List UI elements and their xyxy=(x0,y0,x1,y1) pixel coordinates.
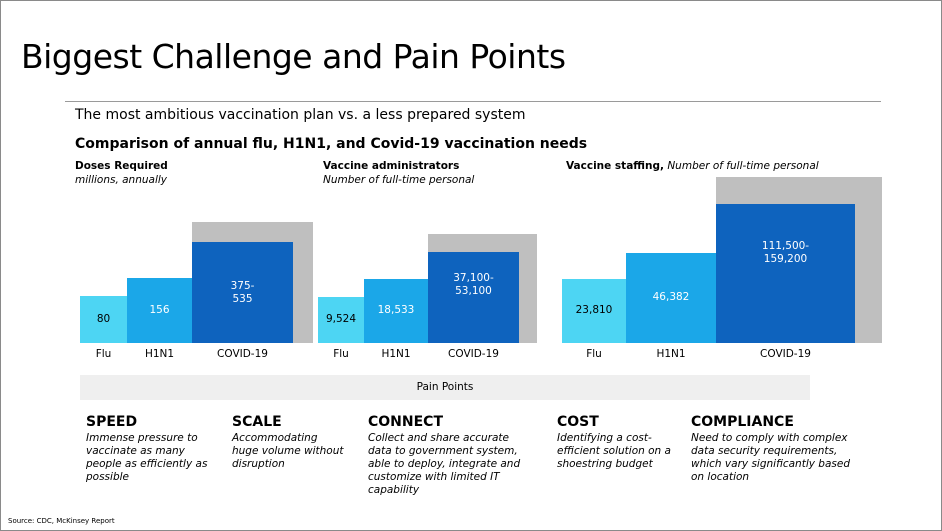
square-covid-19: 375- 535 xyxy=(192,242,293,343)
chart-title: Vaccine staffing, xyxy=(566,160,664,172)
pain-point-speed: SPEED Immense pressure to vaccinate as m… xyxy=(86,414,221,484)
data-label: 375- 535 xyxy=(230,280,255,305)
data-label: 46,382 xyxy=(652,291,690,303)
pain-point-description: Accommodating huge volume without disrup… xyxy=(232,432,344,470)
data-label: 23,810 xyxy=(575,304,613,316)
category-label: COVID-19 xyxy=(760,348,811,360)
square-h1n1: 18,533 xyxy=(364,279,428,343)
chart-title-staffing: Vaccine staffing, Number of full-time pe… xyxy=(566,159,819,173)
pain-points-banner: Pain Points xyxy=(80,375,810,400)
data-label: 156 xyxy=(149,304,170,316)
source-note: Source: CDC, McKinsey Report xyxy=(8,517,115,525)
pain-point-description: Collect and share accurate data to gover… xyxy=(368,432,521,496)
subtitle: The most ambitious vaccination plan vs. … xyxy=(75,107,526,123)
chart-title-administrators: Vaccine administrators Number of full-ti… xyxy=(323,159,474,187)
pain-point-title: SPEED xyxy=(86,414,138,430)
pain-point-title: COST xyxy=(557,414,599,430)
pain-point-scale: SCALE Accommodating huge volume without … xyxy=(232,414,347,471)
square-h1n1: 46,382 xyxy=(626,253,716,343)
data-label: 80 xyxy=(96,313,111,325)
data-label: 18,533 xyxy=(377,304,415,316)
pain-point-title: SCALE xyxy=(232,414,282,430)
pain-point-description: Identifying a cost-efficient solution on… xyxy=(557,432,671,470)
category-label: H1N1 xyxy=(656,348,686,360)
page-title: Biggest Challenge and Pain Points xyxy=(21,37,566,76)
square-flu: 80 xyxy=(80,296,127,343)
chart-subtitle: Number of full-time personal xyxy=(323,174,475,186)
square-flu: 23,810 xyxy=(562,279,626,343)
pain-point-description: Immense pressure to vaccinate as many pe… xyxy=(86,432,208,483)
category-label: H1N1 xyxy=(144,348,175,360)
chart-title-doses: Doses Required millions, annually xyxy=(75,159,168,187)
chart-title: Doses Required xyxy=(75,160,168,172)
section-heading: Comparison of annual flu, H1N1, and Covi… xyxy=(75,136,588,152)
title-divider xyxy=(65,101,881,102)
category-label: COVID-19 xyxy=(448,348,499,360)
pain-point-description: Need to comply with complex data securit… xyxy=(691,432,850,483)
data-label: 37,100- 53,100 xyxy=(453,272,494,297)
category-label: Flu xyxy=(586,348,602,360)
square-flu: 9,524 xyxy=(318,297,364,343)
category-label: H1N1 xyxy=(381,348,411,360)
data-label: 9,524 xyxy=(325,313,357,325)
category-label: Flu xyxy=(333,348,349,360)
square-covid-19: 37,100- 53,100 xyxy=(428,252,519,343)
category-label: COVID-19 xyxy=(217,348,268,360)
chart-title: Vaccine administrators xyxy=(323,160,460,172)
pain-point-title: CONNECT xyxy=(368,414,443,430)
square-h1n1: 156 xyxy=(127,278,192,343)
square-covid-19: 111,500- 159,200 xyxy=(716,204,855,343)
chart-subtitle: millions, annually xyxy=(75,174,168,186)
pain-point-cost: COST Identifying a cost-efficient soluti… xyxy=(557,414,677,471)
chart-subtitle: Number of full-time personal xyxy=(667,160,819,172)
pain-point-connect: CONNECT Collect and share accurate data … xyxy=(368,414,528,497)
data-label: 111,500- 159,200 xyxy=(761,240,810,265)
category-label: Flu xyxy=(95,348,112,360)
pain-point-compliance: COMPLIANCE Need to comply with complex d… xyxy=(691,414,861,484)
pain-point-title: COMPLIANCE xyxy=(691,414,794,430)
